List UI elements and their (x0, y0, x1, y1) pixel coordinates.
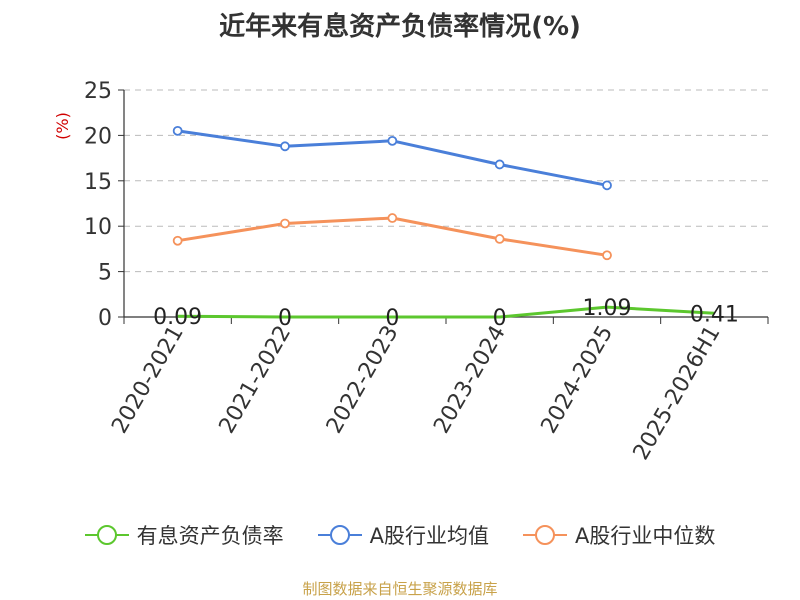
legend-label: A股行业中位数 (575, 524, 716, 548)
legend-item[interactable]: A股行业均值 (317, 520, 489, 550)
data-point (494, 234, 505, 244)
series-line (177, 216, 608, 257)
legend-marker (329, 525, 350, 545)
data-label: 0.09 (153, 305, 202, 330)
data-label: 0.41 (690, 302, 739, 327)
legend-item[interactable]: 有息资产负债率 (84, 520, 284, 550)
series-line (177, 305, 715, 319)
legend-marker (96, 525, 117, 545)
data-point (387, 213, 398, 223)
y-tick-label: 10 (84, 215, 112, 240)
legend-swatch-icon (84, 525, 129, 545)
chart-title: 近年来有息资产负债率情况(%) (219, 12, 581, 42)
grid-lines (124, 89, 768, 273)
y-tick-label: 20 (84, 124, 112, 149)
data-point (280, 218, 290, 229)
x-tick-label: 2022-2023 (322, 322, 404, 438)
series-lines (172, 125, 715, 319)
x-tick-label: 2021-2022 (215, 322, 297, 438)
legend-marker (535, 525, 555, 545)
data-label: 1.09 (583, 296, 632, 321)
data-point (387, 135, 398, 146)
data-label: 0 (385, 306, 399, 331)
source-note: 制图数据来自恒生聚源数据库 (302, 580, 498, 598)
x-tick-label: 2025-2026H1 (629, 322, 726, 465)
legend-label: A股行业均值 (369, 524, 489, 548)
data-point (172, 125, 183, 136)
y-tick-label: 25 (84, 79, 112, 104)
legend-label: 有息资产负债率 (136, 524, 284, 548)
legend-swatch-icon (523, 525, 567, 545)
data-point (602, 180, 612, 191)
legend-swatch-icon (317, 525, 362, 545)
data-point (172, 235, 183, 246)
y-tick-label: 5 (98, 261, 112, 286)
legend: 有息资产负债率 A股行业均值 A股行业中位数 (0, 520, 800, 550)
x-tick-label: 2020-2021 (107, 322, 189, 438)
x-tick-label: 2024-2025 (537, 322, 619, 438)
data-labels: 0.09 0 0 0 1.09 0.41 (153, 296, 739, 331)
y-tick-label: 15 (84, 170, 112, 195)
data-point (280, 141, 290, 152)
data-point (602, 250, 612, 261)
data-label: 0 (493, 306, 507, 331)
y-tick-label: 0 (98, 306, 112, 331)
legend-item[interactable]: A股行业中位数 (523, 520, 715, 550)
x-tick-label: 2023-2024 (429, 321, 511, 437)
data-label: 0 (278, 306, 292, 331)
y-axis-label: (%) (53, 112, 72, 140)
data-point (494, 159, 505, 170)
